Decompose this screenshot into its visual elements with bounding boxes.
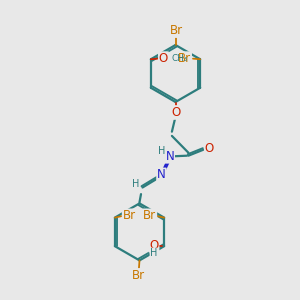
Text: N: N [165,150,174,163]
Text: O: O [205,142,214,155]
Text: O: O [149,239,159,252]
Text: Br: Br [169,24,183,37]
Text: Br: Br [143,209,156,222]
Text: Br: Br [123,209,136,222]
Text: O: O [159,52,168,65]
Text: O: O [171,106,180,119]
Text: H: H [158,146,165,156]
Text: Br: Br [178,52,191,65]
Text: H: H [132,179,139,189]
Text: Br: Br [132,269,146,282]
Text: H: H [150,248,158,258]
Text: CH₃: CH₃ [172,54,188,63]
Text: N: N [157,168,166,182]
